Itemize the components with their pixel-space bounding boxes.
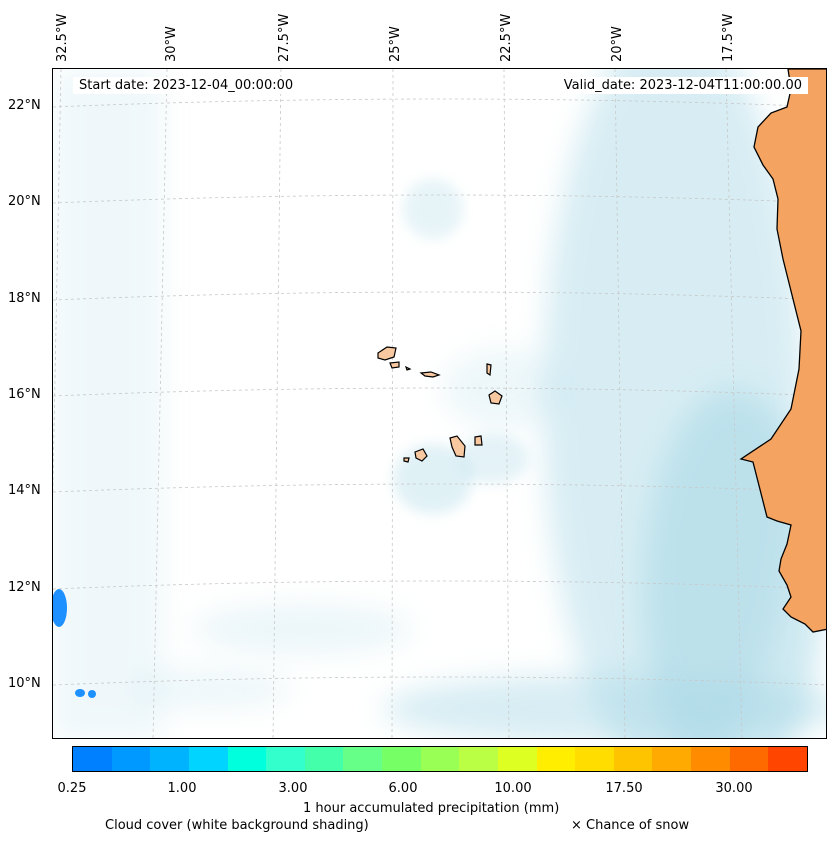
island-sal xyxy=(486,363,492,377)
precip-label: 1 hour accumulated precipitation (mm) xyxy=(303,801,560,816)
island-boa-vista xyxy=(488,390,503,405)
colorbar-segment xyxy=(227,747,267,771)
map-canvas: Start date: 2023-12-04_00:00:00 Valid_da… xyxy=(53,69,826,738)
lon-label-32-5w: 32.5°W xyxy=(55,13,70,62)
lat-label-10n: 10°N xyxy=(8,676,41,691)
cape-verde-islands xyxy=(377,346,503,463)
island-maio xyxy=(474,435,483,446)
colorbar-tick: 1.00 xyxy=(167,781,197,796)
colorbar-segment xyxy=(150,747,189,771)
colorbar-segment xyxy=(575,747,614,771)
colorbar-segment xyxy=(652,747,691,771)
map-panel: Start date: 2023-12-04_00:00:00 Valid_da… xyxy=(52,68,827,739)
colorbar-segment xyxy=(304,747,344,771)
lon-label-20w: 20°W xyxy=(610,26,625,62)
colorbar-segment xyxy=(691,747,730,771)
colorbar-segment xyxy=(73,747,112,771)
colorbar-segment xyxy=(497,747,537,771)
lat-label-16n: 16°N xyxy=(8,387,41,402)
cloud-cover-label: Cloud cover (white background shading) xyxy=(105,818,369,833)
lat-label-20n: 20°N xyxy=(8,194,41,209)
precip-cell-west xyxy=(53,589,67,627)
valid-date: Valid_date: 2023-12-04T11:00:00.00 xyxy=(557,77,808,94)
precip-cell-sw-2 xyxy=(88,690,96,698)
lon-label-27-5w: 27.5°W xyxy=(277,13,292,62)
africa-land xyxy=(739,69,826,633)
colorbar-segment xyxy=(343,747,382,771)
colorbar-tick: 30.00 xyxy=(715,781,753,796)
island-brava xyxy=(403,457,410,463)
island-fogo xyxy=(414,448,428,462)
colorbar-segment xyxy=(382,747,421,771)
lat-label-22n: 22°N xyxy=(8,98,41,113)
colorbar-segment xyxy=(729,747,769,771)
island-santo-antao xyxy=(377,346,397,361)
colorbar-segment xyxy=(459,747,498,771)
precipitation xyxy=(53,589,96,698)
graticule xyxy=(53,69,826,738)
island-sao-nicolau xyxy=(419,371,441,378)
lon-label-30w: 30°W xyxy=(164,26,179,62)
colorbar-segment xyxy=(536,747,576,771)
island-santa-luzia xyxy=(404,365,412,371)
colorbar-tick: 10.00 xyxy=(494,781,532,796)
colorbar-segment xyxy=(266,747,305,771)
precip-cell-sw-1 xyxy=(75,689,85,697)
colorbar-tick: 3.00 xyxy=(278,781,308,796)
colorbar-segment xyxy=(188,747,228,771)
island-santiago xyxy=(449,435,466,458)
lat-label-12n: 12°N xyxy=(8,580,41,595)
start-date: Start date: 2023-12-04_00:00:00 xyxy=(73,77,300,94)
colorbar-segment xyxy=(613,747,653,771)
colorbar-tick: 17.50 xyxy=(605,781,643,796)
colorbar-tick: 6.00 xyxy=(388,781,418,796)
snow-chance-label: × Chance of snow xyxy=(571,818,690,833)
lon-label-25w: 25°W xyxy=(388,26,403,62)
island-sao-vicente xyxy=(389,361,400,369)
colorbar-segment xyxy=(111,747,151,771)
lat-label-14n: 14°N xyxy=(8,483,41,498)
colorbar-segment xyxy=(420,747,460,771)
colorbar-tick: 0.25 xyxy=(57,781,87,796)
cloud-shading xyxy=(53,69,826,738)
lon-label-17-5w: 17.5°W xyxy=(721,13,736,62)
precip-colorbar xyxy=(72,746,808,772)
lon-label-22-5w: 22.5°W xyxy=(499,13,514,62)
lat-label-18n: 18°N xyxy=(8,291,41,306)
colorbar-segment xyxy=(768,747,807,771)
